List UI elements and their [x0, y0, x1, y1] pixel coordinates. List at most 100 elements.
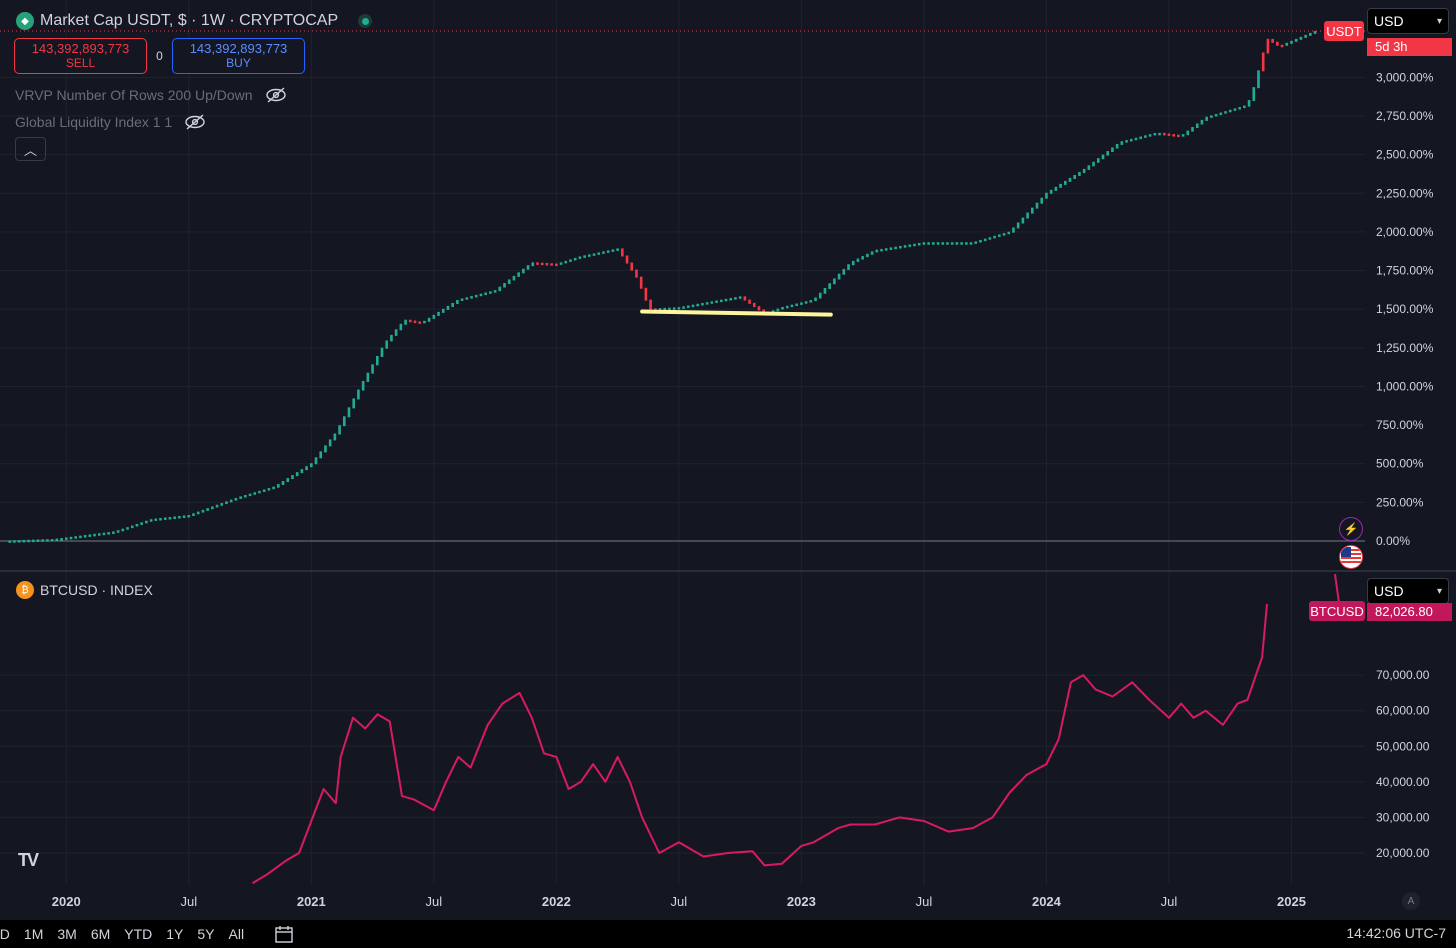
usdt-candle	[1162, 132, 1166, 136]
usdt-candle	[437, 311, 440, 316]
usdt-candle	[493, 290, 497, 293]
auto-scale-button[interactable]: A	[1402, 892, 1420, 910]
usdt-candle	[352, 398, 356, 409]
usdt-candle	[305, 466, 308, 471]
usdt-candle	[1224, 111, 1227, 114]
usdt-candle	[1087, 165, 1091, 170]
usdt-candle	[460, 298, 464, 302]
us-flag-icon[interactable]	[1339, 545, 1363, 569]
buy-button[interactable]: 143,392,893,773 BUY	[172, 38, 305, 74]
usdt-candle	[729, 297, 733, 301]
usdt-candle	[588, 254, 591, 257]
btc-last-price: 82,026.80	[1367, 603, 1452, 621]
usdt-candle	[17, 540, 21, 543]
chart-canvas[interactable]: 3,000.00% 2,750.00% 2,500.00% 2,250.00% 2,00…	[0, 0, 1456, 920]
usdt-candle	[889, 247, 893, 250]
usdt-candle	[258, 490, 261, 494]
usdt-candle	[93, 533, 96, 537]
usdt-candle	[465, 297, 469, 300]
usdt-candle	[1125, 140, 1128, 143]
usdt-candle	[83, 535, 87, 538]
usdt-candle	[281, 481, 285, 486]
y-tick-label: 2,000.00%	[1376, 225, 1434, 239]
y-tick-label: 1,250.00%	[1376, 341, 1434, 355]
usdt-candle	[983, 238, 987, 242]
calendar-icon[interactable]	[274, 924, 296, 944]
market-status-icon[interactable]	[358, 14, 373, 28]
chevron-down-icon: ▾	[1436, 585, 1442, 597]
spread-value: 0	[156, 49, 163, 63]
timeframe-all[interactable]: All	[228, 926, 245, 942]
collapse-legend-button[interactable]: ︿	[15, 137, 46, 161]
bitcoin-icon: ₿	[16, 581, 34, 599]
usdt-candle	[1016, 222, 1020, 229]
usdt-candle	[771, 310, 775, 313]
usdt-candle	[776, 308, 780, 312]
support-line-layer	[640, 309, 833, 317]
usdt-candle	[1021, 217, 1025, 224]
currency-select-main[interactable]: USD ▾	[1367, 8, 1449, 34]
usdt-candles	[8, 30, 1317, 543]
x-tick-label: 2020	[52, 894, 81, 909]
tradingview-logo[interactable]: TV	[18, 850, 39, 870]
usdt-candle	[734, 297, 737, 300]
btc-line-layer	[251, 573, 1340, 885]
usdt-candle	[248, 493, 252, 497]
usdt-candle	[215, 504, 219, 508]
usdt-candle	[1073, 174, 1077, 179]
indicator-vrvp[interactable]: VRVP Number Of Rows 200 Up/Down	[15, 85, 287, 105]
btc-legend[interactable]: ₿ BTCUSD · INDEX	[16, 580, 153, 600]
buy-label: BUY	[226, 56, 251, 70]
eye-off-icon[interactable]	[265, 87, 287, 103]
usdt-candle	[489, 291, 492, 294]
timeframe-1y[interactable]: 1Y	[166, 926, 184, 942]
sell-button[interactable]: 143,392,893,773 SELL	[14, 38, 147, 74]
usdt-candle	[8, 540, 12, 543]
usdt-candle	[300, 469, 304, 474]
usdt-candle	[1111, 147, 1114, 153]
x-tick-label: Jul	[671, 894, 688, 909]
lightning-icon[interactable]: ⚡	[1339, 517, 1363, 541]
usdt-candle	[1195, 123, 1199, 129]
indicator-liquidity[interactable]: Global Liquidity Index 1 1	[15, 112, 206, 132]
timeframe-1m[interactable]: 1M	[23, 926, 44, 942]
timeframe-6m[interactable]: 6M	[90, 926, 111, 942]
btc-series-title: BTCUSD · INDEX	[40, 582, 153, 598]
usdt-candle	[404, 319, 407, 325]
btc-price-line	[251, 603, 1268, 885]
timeframe-5d[interactable]: 5D	[0, 926, 10, 942]
sell-price: 143,392,893,773	[31, 41, 130, 56]
timeframe-5y[interactable]: 5Y	[197, 926, 215, 942]
usdt-candle	[503, 283, 506, 288]
timeframe-ytd[interactable]: YTD	[124, 926, 153, 942]
usdt-candle	[361, 380, 365, 391]
usdt-candle	[705, 302, 709, 305]
usdt-candle	[545, 262, 549, 266]
usdt-candle	[955, 242, 959, 245]
usdt-candle	[1191, 127, 1194, 132]
usdt-candle	[1290, 40, 1293, 44]
usdt-candle	[1228, 109, 1232, 113]
usdt-candle	[211, 506, 214, 510]
clock-display[interactable]: 14:42:06 UTC-7	[1346, 925, 1446, 941]
usdt-candle	[724, 298, 728, 302]
usdt-candle	[715, 300, 718, 303]
usdt-candle	[1266, 38, 1270, 54]
main-legend[interactable]: ◆ Market Cap USDT, $ · 1W · CRYPTOCAP	[16, 10, 373, 32]
usdt-candle	[559, 262, 563, 265]
currency-select-btc[interactable]: USD ▾	[1367, 578, 1449, 604]
usdt-candle	[267, 488, 271, 491]
usdt-candle	[899, 245, 902, 249]
usdt-candle	[818, 292, 822, 299]
timeframe-3m[interactable]: 3M	[57, 926, 77, 942]
usdt-candle	[60, 538, 63, 541]
usdt-candle	[371, 364, 374, 374]
usdt-candle	[866, 253, 869, 258]
usdt-candle	[809, 300, 813, 303]
usdt-candle	[1177, 134, 1180, 138]
eye-off-icon[interactable]	[184, 114, 206, 130]
usdt-candle	[1261, 52, 1265, 72]
usdt-candle	[639, 276, 643, 289]
usdt-candle	[1106, 151, 1110, 156]
